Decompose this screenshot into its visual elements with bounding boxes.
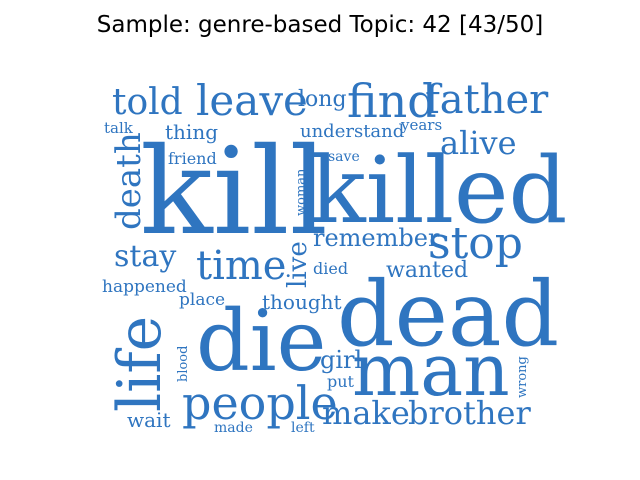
word-wait: wait	[127, 408, 170, 432]
word-save: save	[328, 149, 360, 165]
word-make: make	[322, 394, 410, 432]
word-time: time	[196, 243, 286, 289]
word-live: live	[283, 241, 313, 288]
word-put: put	[327, 372, 355, 391]
word-happened: happened	[102, 277, 187, 297]
word-talk: talk	[104, 119, 134, 137]
word-long: long	[298, 87, 347, 112]
word-understand: understand	[300, 121, 404, 142]
word-stop: stop	[428, 218, 523, 269]
figure-title: Sample: genre-based Topic: 42 [43/50]	[96, 12, 544, 38]
word-leave: leave	[196, 76, 308, 125]
word-people: people	[182, 376, 338, 430]
word-thought: thought	[262, 290, 342, 314]
word-killed: killed	[310, 137, 567, 244]
word-kill: kill	[140, 123, 328, 262]
word-man: man	[352, 328, 510, 412]
word-find: find	[347, 74, 437, 128]
word-brother: brother	[408, 394, 531, 432]
word-friend: friend	[168, 149, 217, 168]
word-made: made	[214, 420, 253, 436]
word-wanted: wanted	[386, 258, 468, 283]
word-thing: thing	[165, 120, 218, 144]
word-left: left	[291, 420, 315, 436]
word-place: place	[179, 290, 225, 310]
word-alive: alive	[440, 124, 517, 162]
word-life: life	[105, 316, 175, 412]
word-wrong: wrong	[515, 356, 530, 398]
word-stay: stay	[114, 239, 176, 274]
word-death: death	[109, 132, 149, 230]
word-blood: blood	[176, 346, 191, 382]
word-woman: woman	[294, 168, 309, 216]
word-remember: remember	[313, 224, 440, 252]
word-die: die	[196, 292, 326, 390]
word-told: told	[112, 82, 183, 123]
word-years: years	[400, 116, 442, 134]
word-died: died	[313, 259, 348, 278]
word-dead: dead	[337, 262, 559, 367]
word-father: father	[425, 77, 549, 123]
word-girl: girl	[320, 346, 362, 374]
